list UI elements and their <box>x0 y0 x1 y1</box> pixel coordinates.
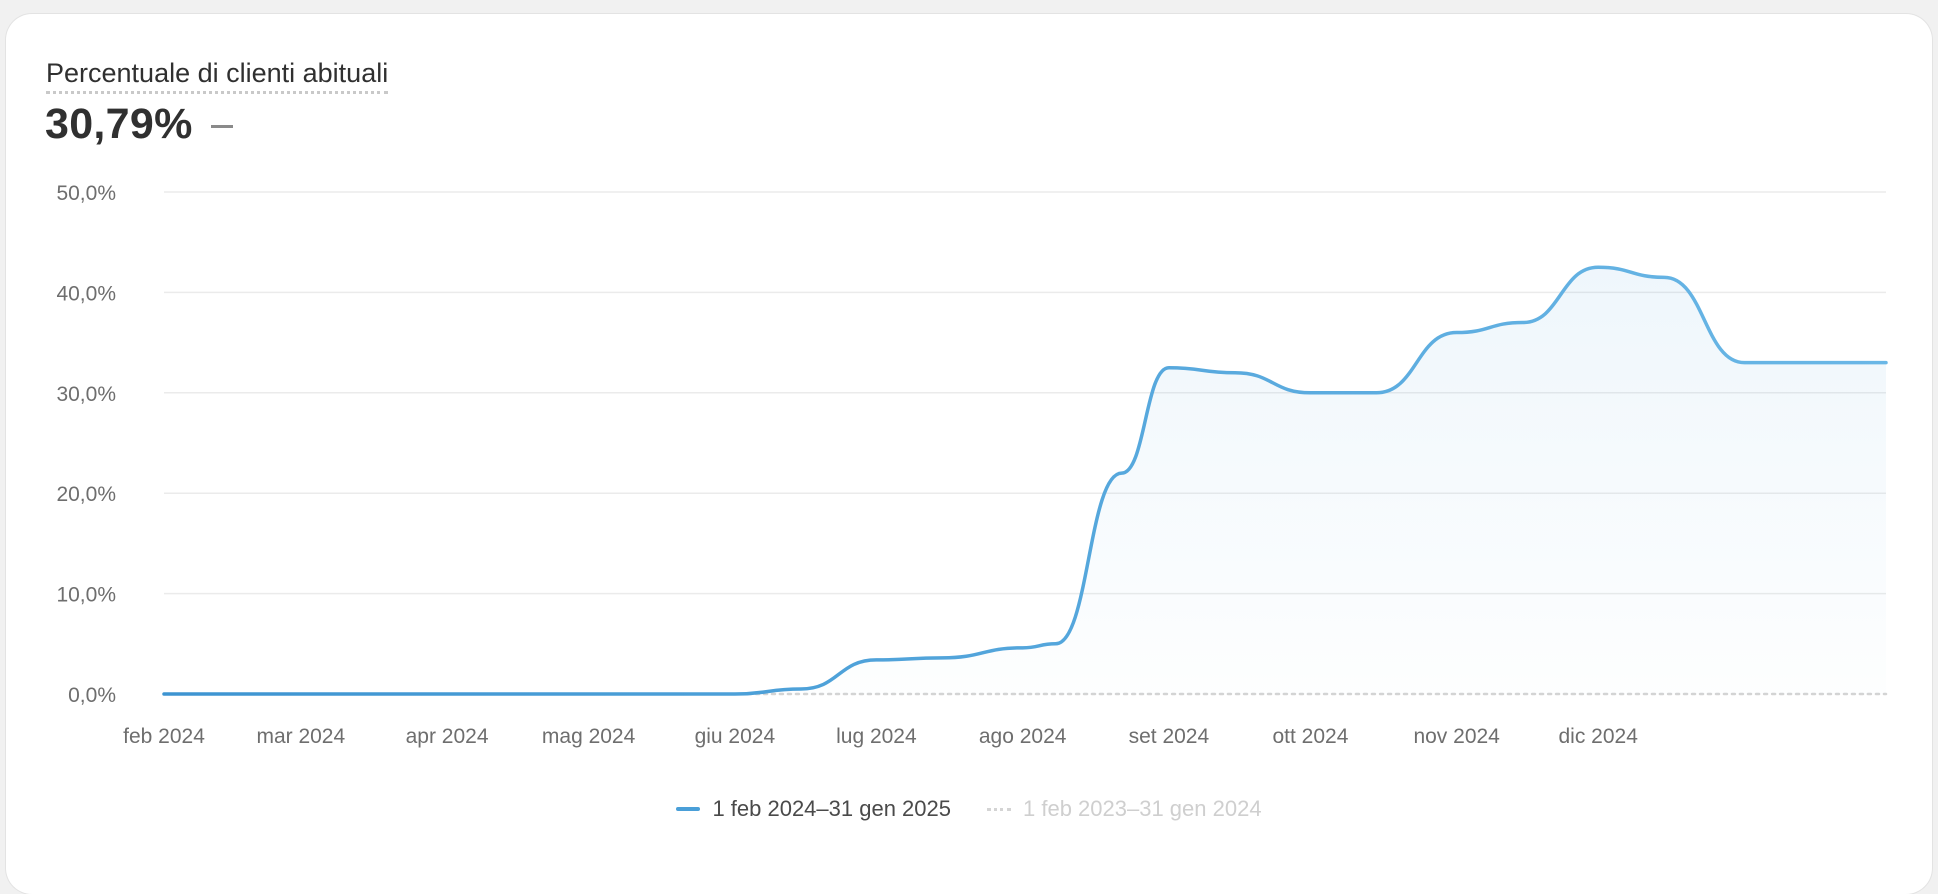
x-tick-label: apr 2024 <box>406 725 489 748</box>
x-tick-label: ago 2024 <box>979 725 1067 748</box>
x-tick-label: mar 2024 <box>256 725 345 748</box>
legend-solid-line-icon <box>676 807 701 811</box>
metric-value: 30,79% <box>45 100 193 148</box>
metric-summary: 30,79% <box>45 100 233 149</box>
x-tick-label: feb 2024 <box>123 725 205 748</box>
x-tick-label: mag 2024 <box>542 725 636 748</box>
legend-item-previous[interactable]: 1 feb 2023–31 gen 2024 <box>987 796 1262 822</box>
y-tick-label: 20,0% <box>56 483 116 506</box>
x-tick-label: giu 2024 <box>695 725 776 748</box>
x-tick-label: nov 2024 <box>1413 725 1500 748</box>
x-tick-label: set 2024 <box>1129 725 1210 748</box>
line-chart: 0,0% 10,0% 20,0% 30,0% 40,0% 50,0% feb 2024 ma… <box>56 182 1888 748</box>
x-tick-label: ott 2024 <box>1272 725 1348 748</box>
y-tick-label: 10,0% <box>56 584 116 607</box>
y-tick-label: 40,0% <box>56 282 116 305</box>
legend-label-current: 1 feb 2024–31 gen 2025 <box>712 796 951 821</box>
card-title[interactable]: Percentuale di clienti abituali <box>46 58 389 94</box>
series-line-current <box>162 265 1888 696</box>
series-group <box>162 265 1888 696</box>
y-tick-label: 0,0% <box>68 684 116 707</box>
legend-label-previous: 1 feb 2023–31 gen 2024 <box>1023 796 1262 821</box>
legend-dotted-line-icon <box>987 807 1011 811</box>
x-tick-label: dic 2024 <box>1559 725 1639 748</box>
chart-legend: 1 feb 2024–31 gen 2025 1 feb 2023–31 gen… <box>0 796 1938 822</box>
legend-item-current[interactable]: 1 feb 2024–31 gen 2025 <box>676 796 951 822</box>
y-tick-label: 30,0% <box>56 383 116 406</box>
x-tick-label: lug 2024 <box>836 725 917 748</box>
y-tick-label: 50,0% <box>56 182 116 205</box>
series-area-current <box>164 267 1886 694</box>
comparison-dash-icon <box>210 125 233 128</box>
y-axis: 0,0% 10,0% 20,0% 30,0% 40,0% 50,0% <box>56 182 116 707</box>
x-axis: feb 2024 mar 2024 apr 2024 mag 2024 giu 2024… <box>123 725 1638 748</box>
